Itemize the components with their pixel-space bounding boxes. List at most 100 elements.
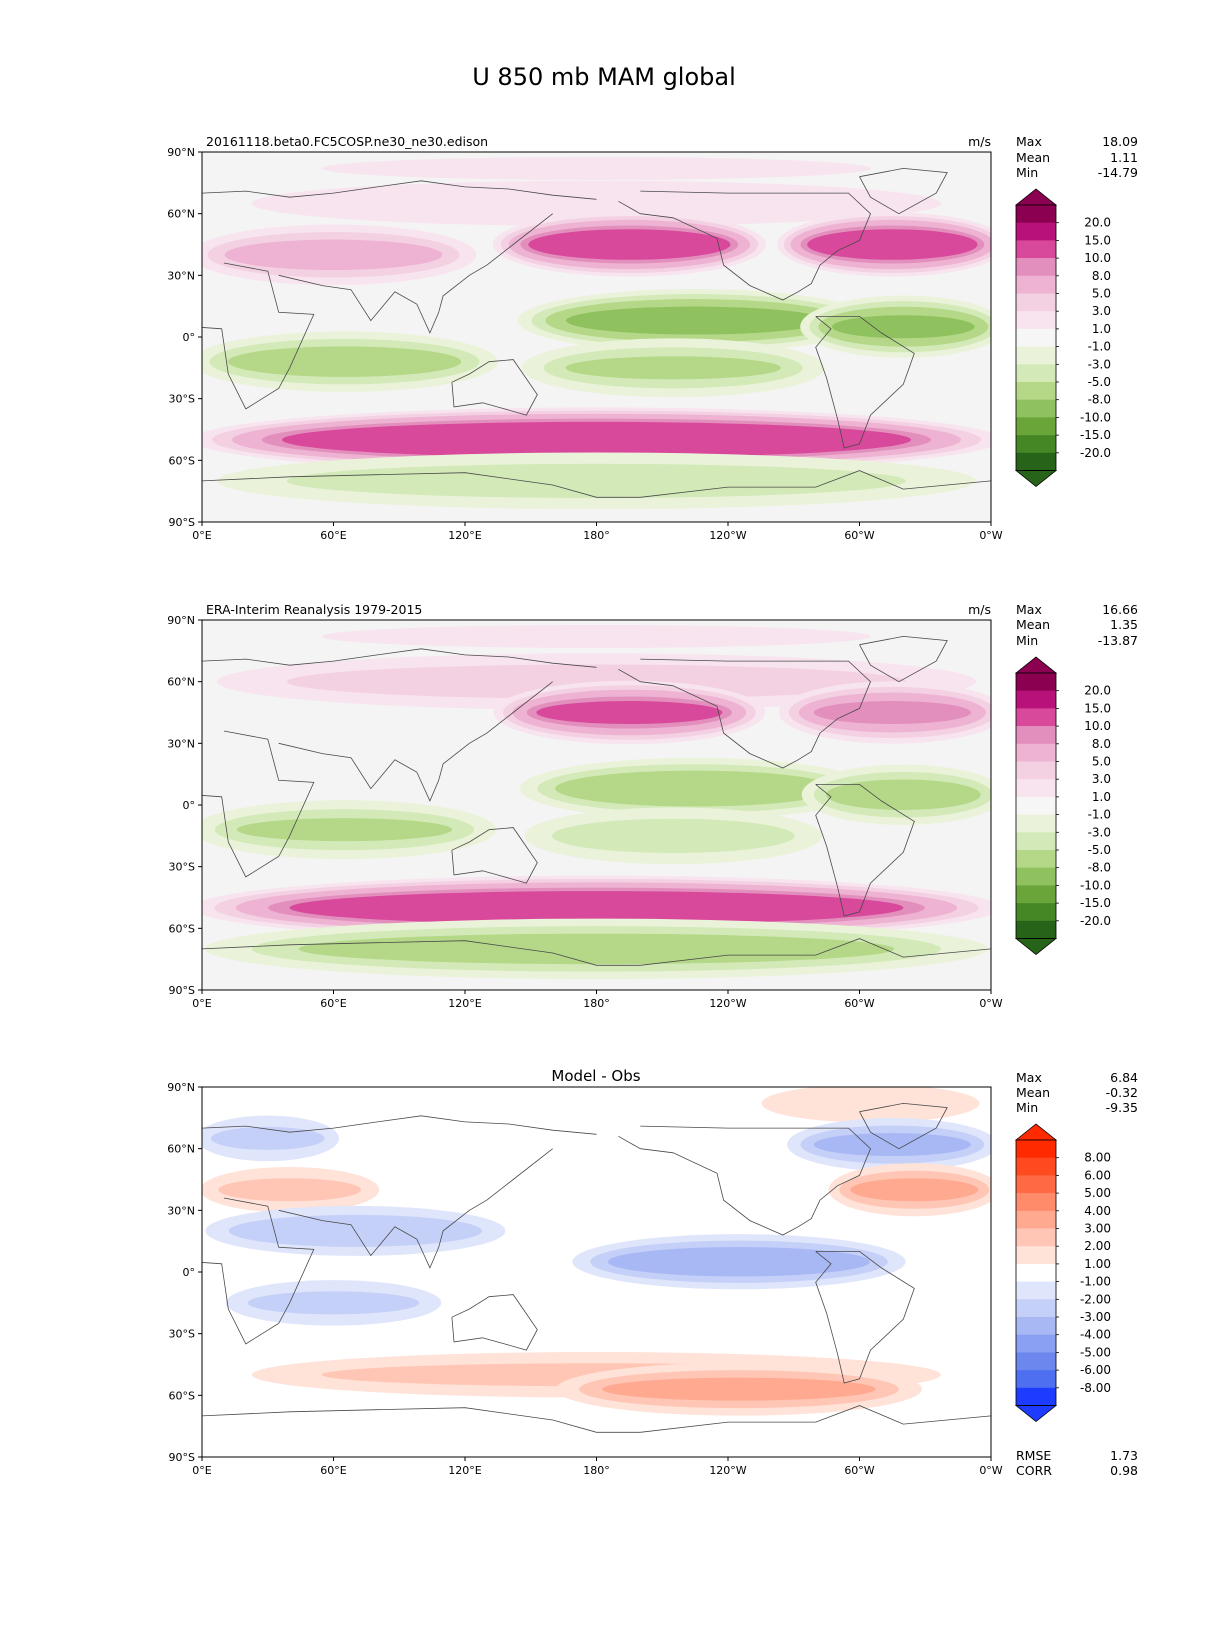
colorbar-label: -1.00 [1080, 1275, 1111, 1289]
contour-band-3-level-3 [813, 700, 971, 725]
colorbar-bin [1016, 708, 1056, 727]
coastline-segment [815, 316, 915, 449]
colorbar-label: 20.0 [1084, 684, 1111, 698]
contour-field-obs [202, 624, 991, 980]
colorbar-label: 8.0 [1092, 737, 1111, 751]
colorbar-label: 4.00 [1084, 1204, 1111, 1218]
colorbar-label: -8.00 [1080, 1381, 1111, 1395]
coastline-segment [202, 938, 991, 966]
x-tick-label: 120°E [448, 997, 481, 1010]
colorbar-label: 5.00 [1084, 1186, 1111, 1200]
colorbar-bin [1016, 435, 1056, 454]
panel-obs-max-value: 16.66 [1102, 602, 1138, 617]
x-tick-label: 60°W [844, 997, 874, 1010]
contour-band-4-level-2 [224, 239, 443, 271]
x-tick-label: 60°E [320, 997, 346, 1010]
panel-obs-min-label: Min [1016, 633, 1038, 648]
y-tick-label: 60°S [169, 922, 195, 935]
colorbar-bin [1016, 240, 1056, 259]
contour-band-9-level-2 [602, 1377, 876, 1401]
panel-model-min-label: Min [1016, 165, 1038, 180]
colorbar-bin [1016, 1193, 1056, 1212]
coastline-segment [618, 658, 871, 769]
colorbar-bin [1016, 920, 1056, 939]
panel-model-min-value: -14.79 [1098, 165, 1138, 180]
contour-band-1-level-1 [286, 664, 907, 699]
figure-title: U 850 mb MAM global [472, 63, 736, 91]
x-tick-label: 120°W [709, 529, 746, 542]
x-tick-label: 120°E [448, 1464, 481, 1477]
colorbar-label: -20.0 [1080, 914, 1111, 928]
colorbar-label: 8.0 [1092, 269, 1111, 283]
colorbar-bin [1016, 814, 1056, 833]
contour-band-6-level-2 [607, 1247, 870, 1277]
x-tick-label: 60°W [844, 1464, 874, 1477]
y-tick-label: 0° [183, 331, 196, 344]
y-tick-label: 60°S [169, 1389, 195, 1402]
colorbar-bin [1016, 1370, 1056, 1389]
colorbar-bin [1016, 1299, 1056, 1318]
panel-model-max-value: 18.09 [1102, 134, 1138, 149]
axis-ticks-diff: 0°E 60°E 120°E 180° 120°W 60°W 0°W 90°N 60°N 30°N… [167, 1081, 1003, 1477]
panel-obs-max-label: Max [1016, 602, 1042, 617]
y-tick-label: 90°S [169, 984, 195, 997]
colorbar-bin [1016, 346, 1056, 365]
panel-model: 20161118.beta0.FC5COSP.ne30_ne30.edison … [167, 134, 1138, 542]
colorbar-label: -4.00 [1080, 1328, 1111, 1342]
colorbar-label: -6.00 [1080, 1363, 1111, 1377]
colorbar-label: -2.00 [1080, 1292, 1111, 1306]
contour-band-5-level-2 [825, 779, 981, 810]
coastline-segment [451, 359, 538, 416]
colorbar-bin [1016, 364, 1056, 383]
coastline-segment [815, 784, 915, 917]
colorbar-bin [1016, 673, 1056, 691]
panel-diff-max-label: Max [1016, 1070, 1042, 1085]
colorbar-bin [1016, 690, 1056, 709]
panel-diff-max-value: 6.84 [1110, 1070, 1138, 1085]
colorbar-extend-bottom [1014, 938, 1058, 956]
colorbar-bin [1016, 1334, 1056, 1353]
coastline-segment [202, 1405, 991, 1433]
colorbar-extend-bottom [1014, 1405, 1058, 1423]
panel-diff-corr-label: CORR [1016, 1463, 1052, 1478]
y-tick-label: 30°S [169, 393, 195, 406]
panel-obs-min-value: -13.87 [1098, 633, 1138, 648]
contour-band-7-level-1 [551, 818, 795, 853]
panel-obs: ERA-Interim Reanalysis 1979-2015 m/s Max… [167, 602, 1138, 1010]
x-tick-label: 120°W [709, 997, 746, 1010]
contour-band-3-level-4 [807, 229, 978, 260]
coastline-segment [202, 730, 315, 878]
panel-model-label: 20161118.beta0.FC5COSP.ne30_ne30.edison [206, 134, 488, 149]
colorbar-bin [1016, 1317, 1056, 1335]
contour-band-0-level-0 [761, 1087, 980, 1123]
colorbar-label: -5.0 [1088, 843, 1111, 857]
colorbar-label: 3.0 [1092, 772, 1111, 786]
panel-diff-title: Model - Obs [551, 1067, 640, 1085]
x-tick-label: 0°W [979, 1464, 1002, 1477]
colorbar-extend-bottom [1014, 470, 1058, 488]
colorbar-label: 10.0 [1084, 719, 1111, 733]
coastline-segment [278, 213, 553, 334]
x-tick-label: 60°E [320, 529, 346, 542]
colorbar-label: 1.00 [1084, 1257, 1111, 1271]
coastline-segment [859, 635, 948, 683]
panel-diff-min-value: -9.35 [1106, 1100, 1138, 1115]
contour-band-1-level-0 [251, 180, 942, 227]
colorbar-bin [1016, 399, 1056, 418]
coastline-segment [202, 1115, 597, 1135]
colorbar-label: -15.0 [1080, 428, 1111, 442]
colorbar-label: -5.0 [1088, 375, 1111, 389]
coastline-segment [859, 167, 948, 215]
panel-diff-min-label: Min [1016, 1100, 1038, 1115]
colorbar-bin [1016, 867, 1056, 886]
colorbar-bin [1016, 258, 1056, 277]
colorbar-label: -3.0 [1088, 357, 1111, 371]
y-tick-label: 90°N [167, 146, 195, 159]
colorbar-label: 2.00 [1084, 1239, 1111, 1253]
colorbar-bin [1016, 452, 1056, 471]
coastline-segment [451, 1294, 538, 1351]
panel-model-units: m/s [968, 134, 991, 149]
coastline-segment [815, 1251, 915, 1384]
colorbar-bin [1016, 1140, 1056, 1158]
